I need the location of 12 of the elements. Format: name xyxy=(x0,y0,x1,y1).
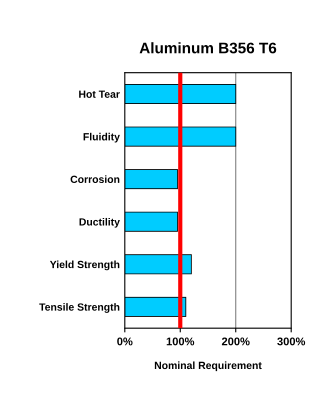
y-tick-label: Corrosion xyxy=(70,175,120,184)
y-tick-label: Tensile Strength xyxy=(39,303,120,313)
y-tick-label: Ductility xyxy=(80,218,120,228)
y-tick-label: Fluidity xyxy=(84,132,120,143)
chart-title: Aluminum B356 T6 xyxy=(140,42,276,54)
x-tick-label: 300% xyxy=(277,337,306,346)
x-axis-title: Nominal Requirement xyxy=(154,361,262,372)
y-tick-label: Yield Strength xyxy=(50,260,120,270)
x-tick-label: 200% xyxy=(222,337,250,346)
y-tick-label: Hot Tear xyxy=(79,90,120,98)
x-tick-label: 0% xyxy=(117,337,133,346)
x-tick-label: 100% xyxy=(166,337,194,346)
